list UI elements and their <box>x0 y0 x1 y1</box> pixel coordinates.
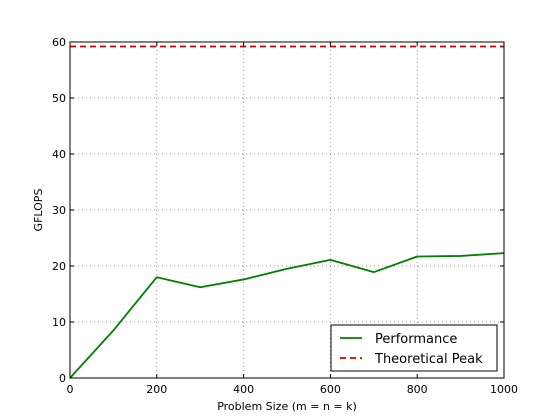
y-tick-label-2: 20 <box>52 260 66 273</box>
legend: Performance Theoretical Peak <box>330 324 498 372</box>
x-tick-label-1: 200 <box>146 383 167 396</box>
x-tick-label-2: 400 <box>233 383 254 396</box>
y-axis-label: GFLOPS <box>32 189 45 232</box>
x-tick-label-0: 0 <box>67 383 74 396</box>
legend-label-0: Performance <box>375 332 457 347</box>
y-tick-label-5: 50 <box>52 92 66 105</box>
series-layer <box>69 45 505 379</box>
y-tick-label-4: 40 <box>52 148 66 161</box>
ticks: 0 200 400 600 800 1000 0 10 20 30 40 50 60 <box>52 36 518 396</box>
grid <box>70 42 504 378</box>
y-tick-label-3: 30 <box>52 204 66 217</box>
legend-label-1: Theoretical Peak <box>374 352 483 367</box>
y-tick-label-6: 60 <box>52 36 66 49</box>
y-tick-label-0: 0 <box>59 372 66 385</box>
y-tick-label-1: 10 <box>52 316 66 329</box>
legend-box <box>330 324 498 372</box>
x-tick-label-4: 800 <box>407 383 428 396</box>
x-axis-label: Problem Size (m = n = k) <box>217 400 357 413</box>
x-tick-label-5: 1000 <box>490 383 518 396</box>
x-tick-label-3: 600 <box>320 383 341 396</box>
series-line-performance <box>69 252 505 379</box>
